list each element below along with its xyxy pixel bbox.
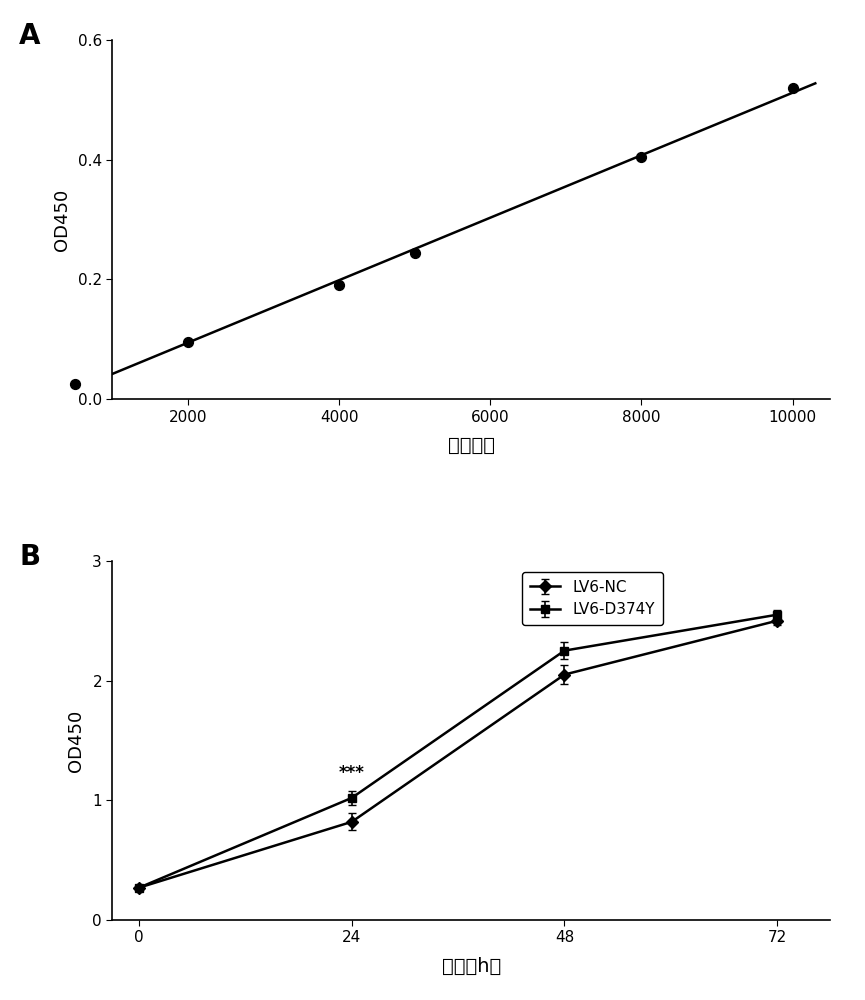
Point <box>407 245 421 261</box>
Point <box>635 149 649 165</box>
X-axis label: 细胞数目: 细胞数目 <box>448 436 495 455</box>
Point <box>67 376 81 392</box>
Point <box>332 277 346 293</box>
Y-axis label: OD450: OD450 <box>53 188 71 251</box>
Point <box>785 80 799 96</box>
Text: ***: *** <box>552 616 578 634</box>
X-axis label: 时间（h）: 时间（h） <box>442 957 501 976</box>
Text: ***: *** <box>339 764 365 782</box>
Y-axis label: OD450: OD450 <box>67 709 86 772</box>
Text: B: B <box>19 543 41 571</box>
Text: A: A <box>19 22 41 50</box>
Point <box>181 334 195 350</box>
Legend: LV6-NC, LV6-D374Y: LV6-NC, LV6-D374Y <box>522 572 663 625</box>
